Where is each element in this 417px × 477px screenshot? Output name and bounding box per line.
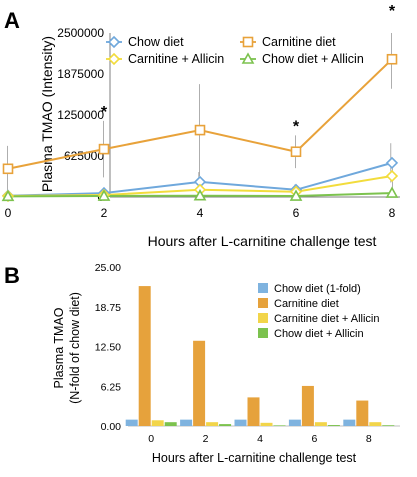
- panel-a-data-point: [385, 169, 399, 183]
- panel-a-x-tick-label: 6: [293, 206, 300, 220]
- panel-b-legend-swatch: [258, 328, 268, 338]
- panel-a-legend-label: Carnitine diet: [262, 35, 336, 49]
- panel-a-data-point: [98, 143, 110, 155]
- panel-a-data-point: [193, 189, 207, 201]
- panel-b-x-tick-label: 6: [311, 433, 317, 445]
- panel-a-data-point: [386, 53, 398, 65]
- panel-a-y-tick-label: 1875000: [57, 67, 104, 81]
- panel-b-legend-swatch: [258, 313, 268, 323]
- panel-a-data-point: [1, 189, 15, 202]
- panel-b-y-tick-label: 6.25: [101, 381, 122, 393]
- panel-a-data-point: [97, 189, 111, 201]
- panel-a-y-tick-label: 2500000: [57, 26, 104, 40]
- panel-b-y-tick-label: 0.00: [101, 421, 122, 433]
- panel-b-bar: [260, 422, 273, 426]
- panel-b-x-tick-label: 4: [257, 433, 263, 445]
- panel-b-legend-label: Chow diet + Allicin: [274, 328, 364, 340]
- panel-a-data-point: [290, 146, 302, 158]
- panel-a-x-tick-label: 2: [101, 206, 108, 220]
- panel-a-y-tick-label: 1250000: [57, 108, 104, 122]
- panel-a-data-point: [385, 186, 399, 198]
- panel-b-bar: [356, 400, 369, 426]
- panel-b-bar: [343, 419, 356, 426]
- panel-a-data-point: [385, 156, 399, 170]
- panel-a-y-tick-label: 625000: [64, 149, 104, 163]
- panel-b-y-tick-label: 12.50: [95, 342, 121, 354]
- panel-b-bar: [125, 419, 138, 426]
- panel-a-x-axis-title: Hours after L-carnitine challenge test: [148, 233, 377, 249]
- panel-a-x-tick-label: 0: [5, 206, 12, 220]
- panel-b-bar: [180, 419, 193, 426]
- panel-b-legend-label: Chow diet (1-fold): [274, 283, 361, 295]
- panel-b-x-tick-label: 2: [203, 433, 209, 445]
- panel-b-bar: [327, 425, 340, 426]
- panel-b-bar: [382, 425, 395, 426]
- panel-b-legend-swatch: [258, 283, 268, 293]
- panel-b-legend-label: Carnitine diet: [274, 298, 339, 310]
- panel-b-bar: [206, 422, 219, 426]
- panel-b-bar: [314, 422, 327, 426]
- panel-a-legend-label: Carnitine + Allicin: [128, 52, 224, 66]
- panel-a-x-tick-label: 8: [389, 206, 396, 220]
- panel-a-legend-marker: [241, 52, 255, 64]
- panel-b-chart: Plasma TMAO (N-fold of chow diet) Hours …: [52, 262, 400, 465]
- panel-a-data-point: [289, 189, 303, 201]
- panel-b-x-tick-label: 8: [366, 433, 372, 445]
- panel-b-letter: B: [4, 263, 20, 288]
- panel-b-bar: [193, 340, 206, 426]
- panel-b-bar: [301, 385, 314, 426]
- panel-b-bar: [138, 286, 151, 426]
- panel-a-chart: Plasma TMAO (Intensity) Hours after L-ca…: [1, 3, 400, 249]
- panel-b-bar: [164, 422, 177, 426]
- panel-a-letter: A: [4, 8, 20, 33]
- panel-a-significance-star: *: [293, 118, 300, 135]
- panel-a-legend-label: Chow diet + Allicin: [262, 52, 364, 66]
- panel-a-significance-star: *: [101, 104, 108, 121]
- panel-b-bar: [151, 420, 164, 426]
- panel-b-y-axis-title-line2: (N-fold of chow diet): [68, 292, 82, 404]
- panel-b-bar: [247, 397, 260, 426]
- panel-a-legend-label: Chow diet: [128, 35, 184, 49]
- panel-b-bar: [288, 419, 301, 426]
- panel-b-y-tick-label: 18.75: [95, 302, 121, 314]
- panel-b-bar: [273, 425, 286, 426]
- panel-b-bar: [234, 419, 247, 426]
- panel-a-y-axis-title: Plasma TMAO (Intensity): [39, 36, 55, 192]
- panel-b-x-axis-title: Hours after L-carnitine challenge test: [152, 451, 357, 465]
- panel-b-legend-swatch: [258, 298, 268, 308]
- panel-a-x-tick-label: 4: [197, 206, 204, 220]
- panel-a-legend-marker: [107, 35, 121, 49]
- panel-a-data-point: [2, 163, 14, 175]
- panel-b-x-tick-label: 0: [148, 433, 154, 445]
- panel-b-y-axis-title-line1: Plasma TMAO: [52, 307, 66, 388]
- panel-b-legend-label: Carnitine diet + Allicin: [274, 313, 379, 325]
- panel-a-legend-marker: [242, 36, 254, 48]
- panel-b-bar: [369, 422, 382, 426]
- panel-a-significance-star: *: [389, 3, 396, 20]
- panel-b-bar: [219, 424, 232, 426]
- panel-a-legend-marker: [107, 52, 121, 66]
- panel-b-y-tick-label: 25.00: [95, 262, 121, 274]
- panel-a-data-point: [194, 124, 206, 136]
